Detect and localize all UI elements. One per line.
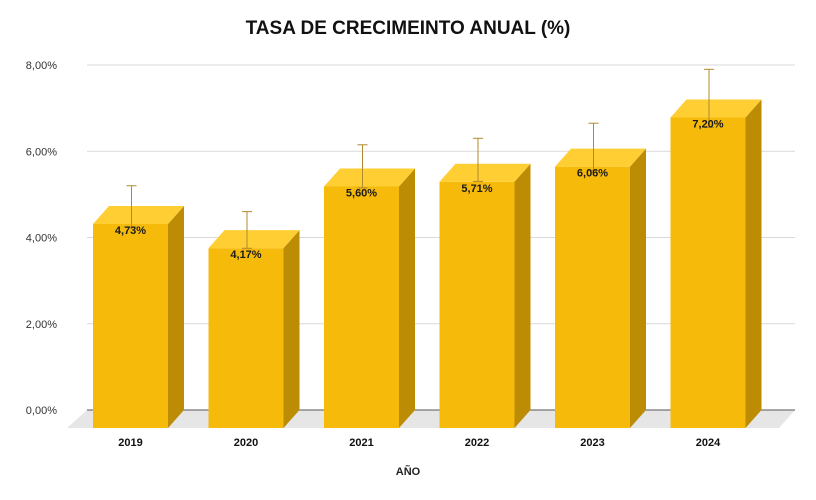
bar-side	[630, 148, 646, 428]
bar-side	[283, 230, 300, 428]
data-label: 7,20%	[692, 119, 723, 131]
bar-top	[324, 168, 415, 187]
x-tick-label: 2023	[580, 437, 604, 449]
x-tick-label: 2024	[696, 437, 721, 449]
bar-top	[208, 230, 300, 249]
y-tick-label: 0,00%	[26, 405, 57, 417]
bar-front	[439, 181, 515, 428]
chart-title: TASA DE CRECIMEINTO ANUAL (%)	[245, 18, 571, 39]
data-label: 4,17%	[230, 249, 261, 261]
bar-side	[514, 163, 531, 428]
bar-front	[93, 224, 168, 428]
bar-top	[670, 99, 762, 118]
x-tick-label: 2020	[234, 437, 258, 449]
bar-front	[555, 166, 630, 428]
x-axis-label: AÑO	[395, 466, 421, 478]
bar-front	[208, 248, 284, 428]
y-tick-label: 6,00%	[26, 146, 57, 158]
bar-front	[670, 117, 746, 428]
data-label: 6,06%	[577, 168, 608, 180]
bar-side	[745, 99, 762, 428]
data-label: 5,71%	[461, 183, 492, 195]
bar-top	[555, 148, 646, 167]
bar-side	[168, 206, 184, 428]
data-label: 4,73%	[115, 225, 146, 237]
bar-top	[93, 206, 184, 225]
y-tick-label: 2,00%	[26, 319, 57, 331]
x-tick-label: 2022	[465, 437, 489, 449]
bar-side	[399, 168, 415, 428]
y-tick-label: 4,00%	[26, 233, 57, 245]
y-tick-label: 8,00%	[26, 60, 57, 72]
x-tick-label: 2021	[349, 437, 373, 449]
bar-top	[439, 163, 531, 182]
bar-front	[324, 186, 399, 428]
data-label: 5,60%	[346, 188, 377, 200]
x-tick-label: 2019	[118, 437, 142, 449]
